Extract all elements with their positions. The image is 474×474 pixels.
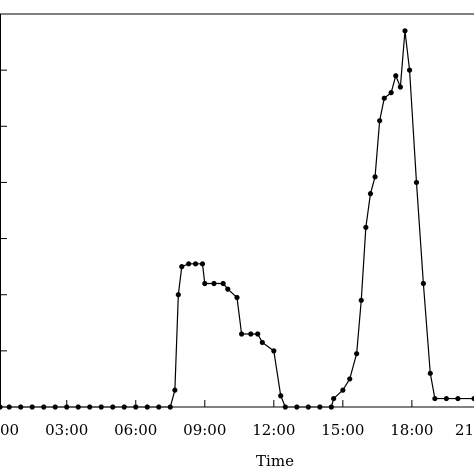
data-point xyxy=(331,395,337,402)
data-point xyxy=(6,404,12,410)
data-point xyxy=(255,331,261,337)
x-tick-label: 00 xyxy=(0,421,19,439)
data-point xyxy=(172,387,178,393)
data-point xyxy=(420,280,426,287)
data-point xyxy=(282,404,288,410)
data-point xyxy=(192,261,199,267)
data-point xyxy=(239,331,245,337)
data-point xyxy=(64,404,70,410)
data-point xyxy=(388,90,394,96)
data-point xyxy=(413,179,420,186)
data-point xyxy=(175,292,181,298)
data-point xyxy=(75,404,81,410)
data-point xyxy=(340,387,346,393)
data-point xyxy=(406,67,413,73)
data-point xyxy=(347,376,353,382)
data-point xyxy=(402,28,408,34)
data-point xyxy=(202,280,208,287)
data-point xyxy=(278,393,284,399)
data-point xyxy=(317,404,323,410)
x-axis-label: Time xyxy=(256,452,294,470)
x-tick-label: 21 xyxy=(455,421,474,439)
data-point xyxy=(179,264,185,270)
data-point xyxy=(225,286,231,292)
data-point xyxy=(471,395,474,402)
data-point xyxy=(211,280,217,287)
data-point xyxy=(294,404,300,410)
data-point xyxy=(52,404,58,410)
x-tick-label: 12:00 xyxy=(252,421,295,439)
data-point xyxy=(305,404,311,410)
data-point xyxy=(354,351,360,357)
data-point xyxy=(133,404,139,410)
data-point xyxy=(234,294,240,301)
data-point xyxy=(18,404,24,410)
data-point xyxy=(156,404,162,410)
data-point xyxy=(432,395,438,402)
data-point xyxy=(248,331,254,337)
data-point xyxy=(259,339,265,346)
data-point xyxy=(328,404,334,410)
x-tick-label: 03:00 xyxy=(45,421,88,439)
data-point xyxy=(144,404,150,410)
data-point xyxy=(167,404,173,410)
data-point xyxy=(98,404,104,410)
data-point xyxy=(363,224,369,230)
data-point xyxy=(0,404,3,410)
data-point xyxy=(443,395,449,402)
data-point xyxy=(393,73,399,79)
data-point xyxy=(397,84,403,90)
x-tick-label: 15:00 xyxy=(321,421,364,439)
data-point xyxy=(199,261,206,267)
plot-frame xyxy=(0,13,474,408)
data-point xyxy=(121,404,127,410)
data-point xyxy=(87,404,93,410)
data-point xyxy=(29,404,35,410)
x-tick-label: 06:00 xyxy=(114,421,157,439)
data-point xyxy=(427,370,433,376)
x-tick-label: 09:00 xyxy=(183,421,226,439)
data-point xyxy=(381,95,387,101)
data-point xyxy=(455,395,461,402)
data-point xyxy=(186,261,192,267)
data-point xyxy=(271,348,277,354)
data-point xyxy=(367,191,374,197)
data-point xyxy=(377,118,383,124)
data-point xyxy=(41,404,47,410)
data-point xyxy=(358,297,364,303)
data-point xyxy=(372,174,378,180)
data-point xyxy=(110,404,116,410)
data-point xyxy=(220,280,226,287)
x-tick-label: 18:00 xyxy=(390,421,433,439)
